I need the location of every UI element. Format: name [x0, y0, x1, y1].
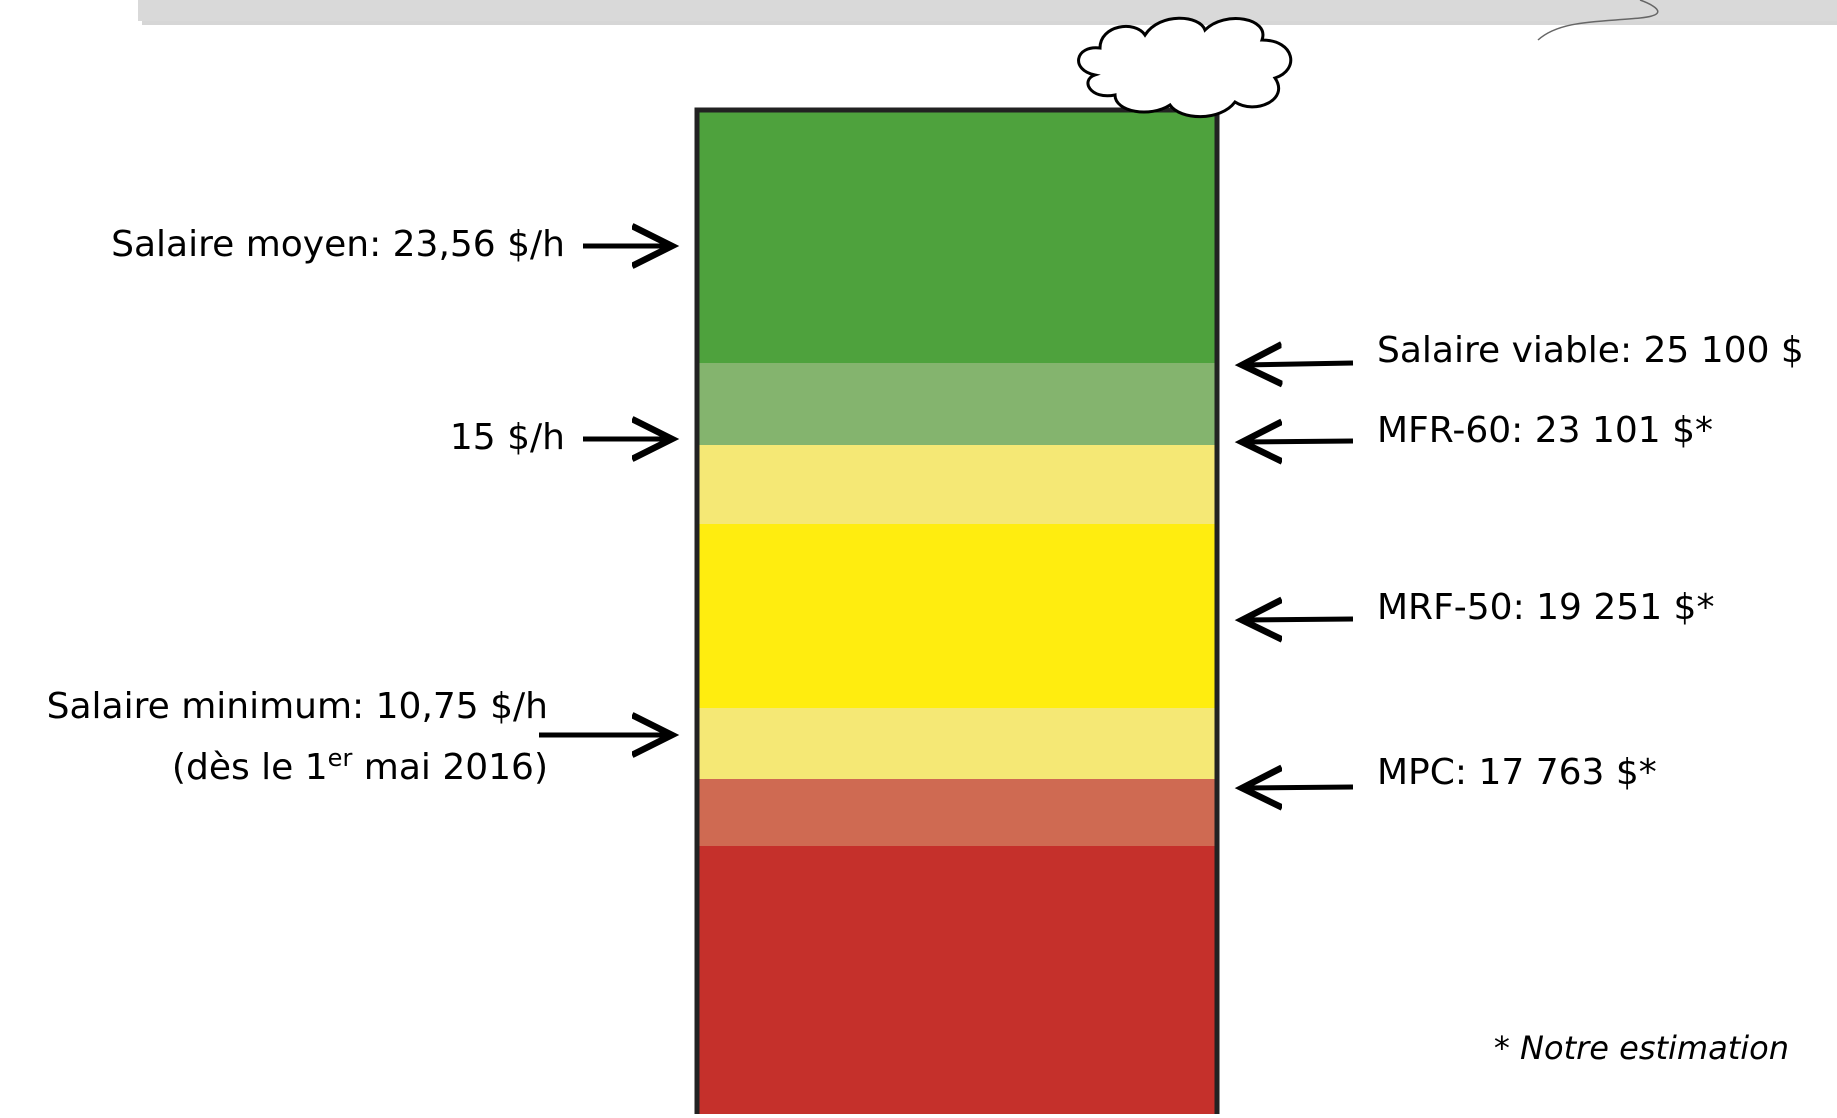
- right-label: Salaire viable: 25 100 $: [1377, 330, 1804, 371]
- decor-line: [1537, 0, 1659, 41]
- band: [698, 779, 1216, 846]
- scale-frame: [694, 107, 1220, 1118]
- band: [698, 708, 1216, 779]
- left-label: Salaire moyen: 23,56 $/h: [111, 224, 565, 265]
- footnote-text: Notre estimation: [1520, 1029, 1789, 1067]
- date-sup: er: [328, 744, 353, 772]
- band: [698, 524, 1216, 708]
- banner: [138, 0, 1837, 21]
- arrow: [1242, 619, 1354, 620]
- footnote-star: *: [1494, 1029, 1520, 1067]
- band: [698, 363, 1216, 445]
- right-label: MPC: 17 763 $*: [1377, 752, 1657, 793]
- left-label: 15 $/h: [450, 417, 565, 458]
- footnote: * Notre estimation: [1494, 1029, 1789, 1067]
- band: [698, 445, 1216, 524]
- arrows: [539, 246, 1354, 788]
- band: [698, 846, 1216, 1116]
- arrow: [1242, 441, 1354, 442]
- right-label: MFR-60: 23 101 $*: [1377, 410, 1713, 451]
- band: [698, 111, 1216, 363]
- arrow: [1242, 363, 1354, 365]
- min-wage-date: (dès le 1er mai 2016): [172, 744, 548, 788]
- arrow: [1242, 787, 1354, 788]
- date-start: (dès le 1: [172, 747, 328, 788]
- bands: [698, 111, 1216, 1116]
- date-end: mai 2016): [352, 747, 548, 788]
- right-label: MRF-50: 19 251 $*: [1377, 587, 1714, 628]
- cloud: [1077, 16, 1293, 119]
- min-wage-label: Salaire minimum: 10,75 $/h: [47, 686, 548, 727]
